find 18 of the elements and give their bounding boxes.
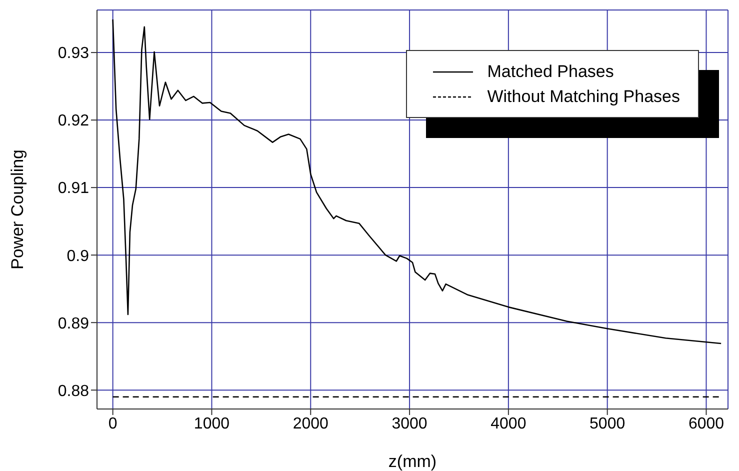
x-tick-label: 0 xyxy=(108,415,118,432)
y-tick-label: 0.88 xyxy=(58,382,90,400)
y-tick-label: 0.93 xyxy=(58,45,90,62)
x-tick-label: 5000 xyxy=(590,415,626,432)
y-tick-label: 0.9 xyxy=(66,248,90,265)
y-axis-title: Power Coupling xyxy=(8,149,28,270)
x-tick-label: 2000 xyxy=(292,415,329,432)
line-series xyxy=(112,18,722,344)
x-tick-label: 1000 xyxy=(194,415,230,432)
x-axis-title: z(mm) xyxy=(388,452,437,471)
y-tick-label: 0.89 xyxy=(58,315,90,332)
y-tick-label: 0.92 xyxy=(58,112,90,130)
x-tick-label: 6000 xyxy=(688,415,724,432)
y-tick-label: 0.91 xyxy=(58,180,90,198)
x-tick-label: 4000 xyxy=(490,415,526,432)
legend-label: Without Matching Phases xyxy=(487,86,680,106)
legend-label: Matched Phases xyxy=(487,62,614,82)
x-tick-label: 3000 xyxy=(392,415,428,432)
